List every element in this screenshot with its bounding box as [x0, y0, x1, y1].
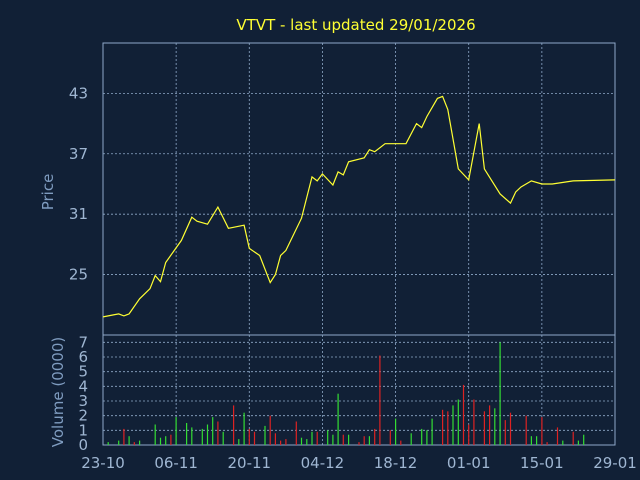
volume-grid	[102, 335, 616, 445]
volume-axis-label: Volume (0000)	[49, 337, 67, 447]
volume-bars	[107, 342, 585, 445]
x-axis-ticks: 23-10 06-11 20-11 04-12 18-12 01-01 15-01 29-01	[81, 454, 637, 472]
x-tick-label: 18-12	[374, 454, 418, 472]
x-tick-label: 06-11	[154, 454, 198, 472]
volume-y-tick-label: 6	[78, 348, 88, 366]
volume-y-tick-label: 3	[78, 392, 88, 410]
x-tick-label: 01-01	[447, 454, 491, 472]
x-tick-label: 29-01	[593, 454, 637, 472]
x-tick-label: 04-12	[301, 454, 345, 472]
x-tick-label: 23-10	[81, 454, 125, 472]
price-y-tick-label: 43	[69, 84, 88, 102]
price-panel: 25 31 37 43 Price	[39, 42, 616, 336]
price-y-tick-label: 31	[69, 205, 88, 223]
price-axis-label: Price	[39, 174, 57, 211]
x-tick-label: 20-11	[227, 454, 271, 472]
volume-y-tick-label: 4	[78, 377, 88, 395]
volume-y-tick-label: 7	[78, 333, 88, 351]
volume-y-tick-label: 5	[78, 363, 88, 381]
price-y-ticks: 25 31 37 43	[69, 84, 88, 283]
volume-y-tick-label: 2	[78, 407, 88, 425]
chart-title: VTVT - last updated 29/01/2026	[236, 16, 475, 34]
price-line	[102, 95, 616, 318]
price-y-tick-label: 37	[69, 145, 88, 163]
volume-y-tick-label: 0	[78, 436, 88, 454]
x-tick-label: 15-01	[520, 454, 564, 472]
price-y-tick-label: 25	[69, 266, 88, 284]
volume-y-tick-label: 1	[78, 421, 88, 439]
